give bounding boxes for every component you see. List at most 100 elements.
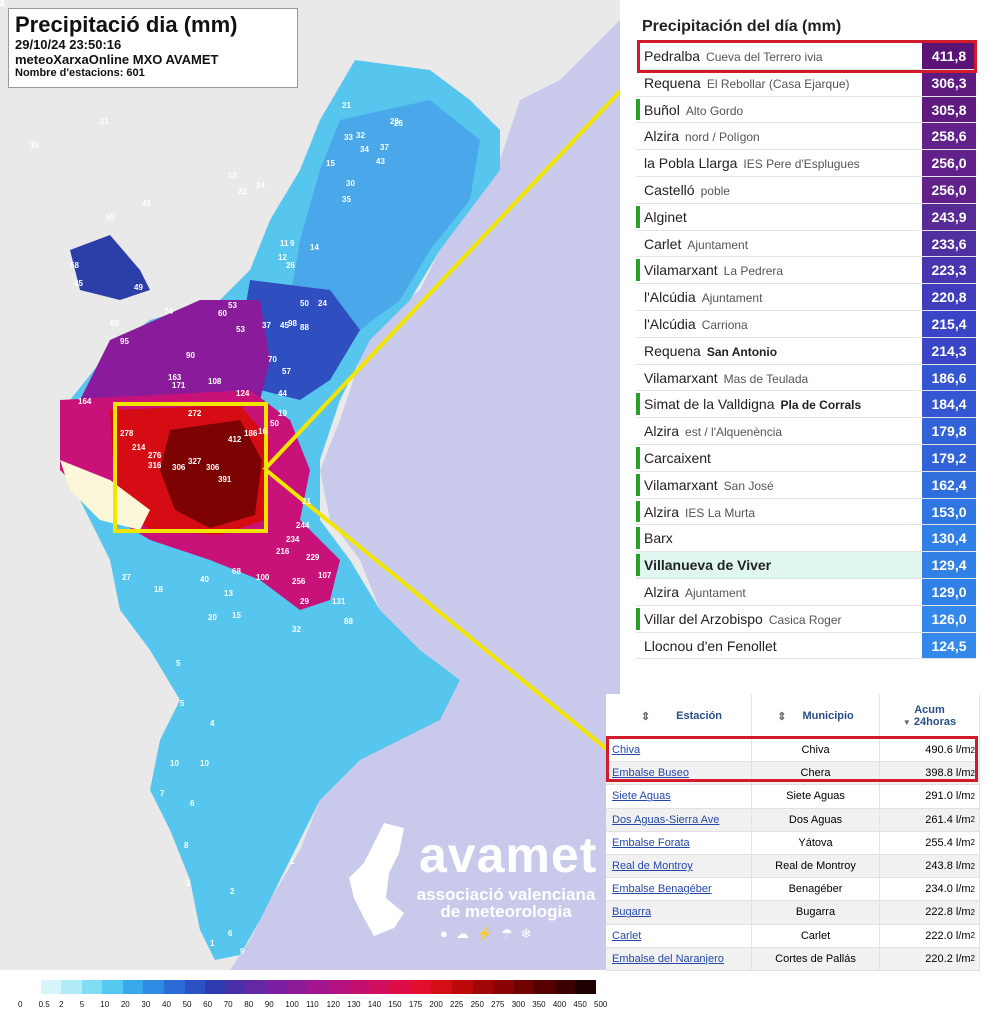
ranking-row: la Pobla Llarga IES Pere d'Esplugues 256,0 [636, 150, 976, 177]
station-value-label: 107 [318, 571, 332, 580]
ranking-sublocation: San José [723, 478, 774, 493]
station-value-label: 24 [318, 299, 327, 308]
ranking-station: Llocnou d'en Fenollet [644, 633, 777, 659]
ranking-municipality: l'Alcúdia [644, 289, 696, 306]
station-value-label: 37 [262, 321, 271, 330]
cell-municipality: Cortes de Pallás [752, 947, 880, 970]
ranking-station: Carcaixent [644, 445, 711, 471]
ranking-value: 256,0 [922, 150, 976, 176]
legend-label: 70 [223, 1000, 233, 1009]
logo-tagline: associació valenciana de meteorologia [416, 885, 596, 921]
station-value-label: 316 [148, 461, 162, 470]
map-stations-count: Nombre d'estacions: 601 [15, 67, 145, 79]
station-value-label: 13 [228, 171, 237, 180]
ranking-sublocation: Casica Roger [768, 612, 842, 627]
station-value-label: 88 [344, 617, 353, 626]
ranking-municipality: Requena [644, 342, 701, 359]
station-link[interactable]: Embalse del Naranjero [612, 952, 724, 965]
col-accum-header[interactable]: Acum ▼ 24horas [880, 694, 980, 738]
cell-station: Dos Aguas-Sierra Ave [606, 808, 752, 831]
station-link[interactable]: Embalse Buseo [612, 767, 690, 780]
station-value-label: 5 [176, 659, 181, 668]
station-link[interactable]: Real de Montroy [612, 860, 693, 873]
ranking-station: Buñol Alto Gordo [644, 97, 743, 124]
station-link[interactable]: Embalse Benagéber [612, 883, 712, 896]
cell-municipality: Bugarra [752, 901, 880, 924]
station-value-label: 1 [210, 939, 215, 948]
ranking-row: Alzira Ajuntament 129,0 [636, 578, 976, 606]
ranking-row: l'Alcúdia Ajuntament 220,8 [636, 284, 976, 311]
legend-label: 20 [120, 1000, 130, 1009]
daily-precipitation-panel: Precipitación del día (mm) Pedralba Cueva… [636, 12, 976, 666]
station-link[interactable]: Carlet [612, 929, 642, 942]
ranking-municipality: la Pobla Llarga [644, 155, 738, 172]
ranking-row: Villar del Arzobispo Casica Roger 126,0 [636, 605, 976, 633]
cell-station: Bugarra [606, 901, 752, 924]
station-link[interactable]: Embalse Forata [612, 836, 690, 849]
ranking-station: Requena San Antonio [644, 338, 777, 365]
cell-accum: 255.4 l/m 2 [880, 831, 980, 854]
legend-label: 10 [100, 1000, 110, 1009]
cell-station: Embalse Benagéber [606, 878, 752, 901]
cell-accum: 222.0 l/m 2 [880, 924, 980, 947]
station-value-label: 27 [122, 573, 131, 582]
col-station-header[interactable]: ⇕ Estación [606, 694, 752, 738]
status-bar [636, 446, 640, 469]
map-datetime: 29/10/24 23:50:16 [15, 37, 122, 52]
ranking-row: Simat de la Valldigna Pla de Corrals 184,4 [636, 391, 976, 419]
station-link[interactable]: Bugarra [612, 906, 652, 919]
sort-desc-icon: ▼ [902, 718, 911, 727]
station-value-label: 9 [290, 239, 295, 248]
station-value-label: 256 [292, 577, 306, 586]
legend-label: 500 [594, 1000, 608, 1009]
station-value-label: 37 [380, 143, 389, 152]
region-cream [60, 460, 150, 530]
ranking-row: Vilamarxant Mas de Teulada 186,6 [636, 364, 976, 392]
ranking-value: 184,4 [922, 391, 976, 418]
station-value-label: 164 [78, 397, 92, 406]
station-link[interactable]: Chiva [612, 744, 641, 757]
station-link[interactable]: Dos Aguas-Sierra Ave [612, 813, 720, 826]
ranking-value: 186,6 [922, 364, 976, 391]
station-value-label: 55 [106, 213, 115, 222]
cloud-icon: ☁ [455, 926, 477, 941]
status-bar [636, 259, 640, 282]
legend-swatch [513, 980, 535, 994]
col-municipality-header[interactable]: ⇕ Municipio [752, 694, 880, 738]
legend-swatch [61, 980, 83, 994]
status-bar [636, 500, 640, 523]
station-value-label: 21 [302, 497, 311, 506]
table-row: Siete Aguas Siete Aguas 291.0 l/m 2 [606, 785, 980, 809]
legend-label: 300 [511, 1000, 526, 1009]
station-value-label: 12 [278, 253, 287, 262]
station-value-label: 6 [228, 929, 233, 938]
weather-icons: ●☁⚡☂❄ [440, 926, 540, 942]
station-value-label: 10 [170, 759, 179, 768]
station-value-label: 214 [132, 443, 146, 452]
legend-label: 250 [470, 1000, 484, 1009]
ranking-municipality: Llocnou d'en Fenollet [644, 637, 777, 654]
precipitation-map: Precipitació dia (mm) 29/10/24 23:50:16 … [0, 0, 620, 970]
station-value-label: 22 [238, 187, 247, 196]
legend-label: 200 [429, 1000, 443, 1009]
station-value-label: 412 [228, 435, 242, 444]
ranking-value: 179,8 [922, 418, 976, 444]
status-bar [636, 527, 640, 550]
snow-icon: ❄ [520, 926, 540, 941]
station-value-label: 68 [232, 567, 241, 576]
ranking-station: Alzira est / l'Alquenència [644, 418, 782, 445]
cell-station: Chiva [606, 739, 752, 762]
legend-label: 0.5 [38, 1000, 50, 1009]
station-value-label: 20 [390, 117, 399, 126]
station-value-label: 30 [346, 179, 355, 188]
ranking-station: Requena El Rebollar (Casa Ejarque) [644, 70, 850, 97]
panel1-header: Precipitación del día (mm) [636, 12, 976, 43]
connector-line-1 [262, 88, 620, 472]
legend-label: 5 [79, 1000, 85, 1009]
ranking-station: Alzira Ajuntament [644, 579, 746, 606]
station-value-label: 7 [160, 789, 165, 798]
station-link[interactable]: Siete Aguas [612, 790, 671, 803]
ranking-sublocation: Pla de Corrals [780, 398, 862, 413]
legend-label: 2 [59, 1000, 64, 1009]
station-value-label: 49 [134, 283, 143, 292]
